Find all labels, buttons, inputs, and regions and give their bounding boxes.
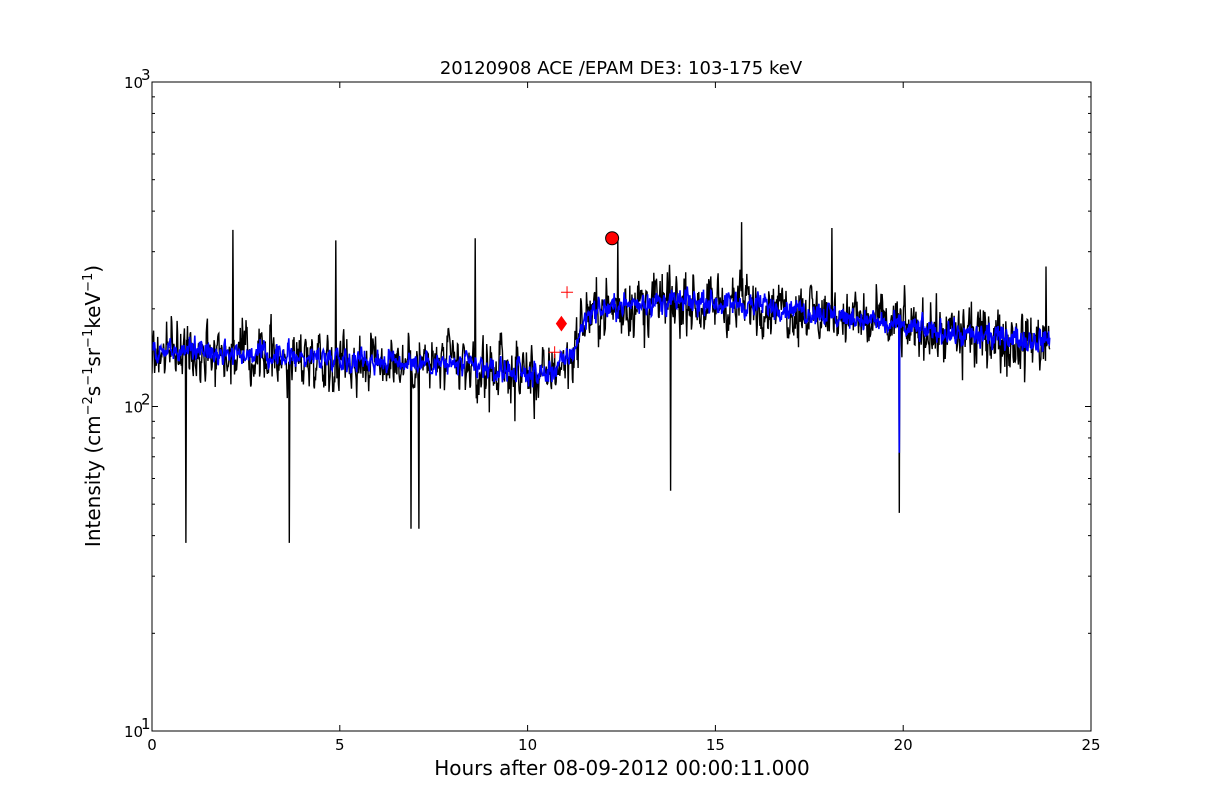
y-tick-label: 10 [124, 74, 143, 92]
y-tick-label: 10 [124, 399, 143, 417]
y-tick-exponent: 1 [141, 715, 151, 733]
series-line-smoothed [152, 286, 1051, 453]
y-axis-label-s: s [81, 386, 105, 396]
y-axis-label-sup2: −1 [81, 367, 96, 386]
marker-circle [605, 231, 620, 246]
x-tick-label: 5 [335, 736, 345, 754]
y-axis-label-kev: keV [81, 292, 105, 329]
y-tick-exponent: 2 [141, 391, 151, 409]
x-tick-label: 0 [147, 736, 157, 754]
y-tick-label: 10 [124, 723, 143, 741]
x-tick-label: 15 [706, 736, 725, 754]
tick-layer [151, 81, 1092, 732]
y-axis-label-main: Intensity (cm [81, 415, 105, 547]
y-axis-label-sup3: −1 [81, 329, 96, 348]
chart-title: 20120908 ACE /EPAM DE3: 103-175 keV [440, 58, 803, 79]
series-layer [152, 222, 1051, 543]
marker-layer [548, 231, 620, 359]
y-axis-label-close: ) [81, 265, 105, 273]
y-axis-label: Intensity (cm−2s−1sr−1keV−1) [81, 265, 105, 547]
x-tick-labels: 0 5 10 15 20 25 [147, 736, 1100, 754]
y-tick-exponent: 3 [141, 66, 151, 84]
x-axis-label: Hours after 08-09-2012 00:00:11.000 [434, 756, 810, 780]
y-axis-label-sup1: −2 [81, 396, 96, 415]
x-tick-label: 10 [518, 736, 537, 754]
x-tick-label: 25 [1081, 736, 1100, 754]
y-axis-label-sr: sr [81, 347, 105, 366]
x-tick-label: 20 [894, 736, 913, 754]
marker-diamond [555, 315, 568, 332]
y-axis-label-sup4: −1 [81, 273, 96, 292]
marker-plus [561, 286, 574, 299]
marker-plus [548, 346, 561, 359]
